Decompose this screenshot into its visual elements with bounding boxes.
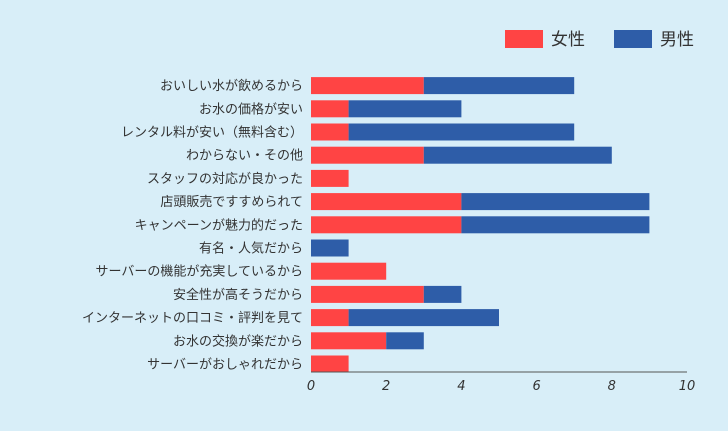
category-label: 有名・人気だから — [199, 241, 303, 257]
category-label: 店頭販売ですすめられて — [160, 194, 303, 210]
bar-male — [423, 77, 575, 95]
legend-swatch-male — [614, 30, 652, 48]
x-tick-label: 2 — [382, 379, 390, 394]
bar-female — [311, 309, 349, 327]
bar-female — [311, 77, 424, 95]
bar-female — [311, 332, 387, 350]
category-label: キャンペーンが魅力的だった — [135, 217, 303, 233]
legend-swatch-female — [505, 30, 543, 48]
category-label: お水の交換が楽だから — [173, 333, 303, 349]
bar-male — [348, 123, 575, 141]
bar-female — [311, 146, 424, 164]
bar-male — [461, 193, 650, 211]
legend-label-female: 女性 — [551, 30, 585, 50]
x-tick-label: 4 — [457, 379, 465, 394]
x-tick-label: 10 — [679, 379, 696, 394]
bar-female — [311, 216, 462, 234]
bar-female — [311, 123, 349, 141]
bar-male — [348, 100, 462, 118]
bar-male — [311, 239, 349, 257]
category-label: 安全性が高そうだから — [173, 287, 303, 303]
category-label: おいしい水が飲めるから — [160, 78, 303, 94]
bar-male — [461, 216, 650, 234]
bar-male — [386, 332, 424, 350]
bar-female — [311, 100, 349, 118]
bar-female — [311, 193, 462, 211]
category-label: レンタル料が安い（無料含む） — [121, 125, 303, 141]
bar-female — [311, 355, 349, 373]
category-label: わからない・その他 — [186, 149, 303, 164]
category-label: サーバーの機能が充実しているから — [96, 264, 303, 280]
bar-male — [423, 146, 612, 164]
bar-male — [348, 309, 499, 327]
bar-female — [311, 285, 424, 303]
legend: 女性 男性 — [505, 30, 694, 50]
x-tick-label: 8 — [608, 379, 616, 394]
category-label: インターネットの口コミ・評判を見て — [82, 311, 303, 326]
x-tick-label: 0 — [307, 379, 315, 394]
bars — [311, 77, 650, 373]
category-label: スタッフの対応が良かった — [147, 171, 303, 187]
bar-male — [423, 285, 462, 303]
category-label: お水の価格が安い — [199, 101, 303, 117]
category-label: サーバーがおしゃれだから — [147, 358, 303, 373]
bar-female — [311, 262, 387, 280]
bar-female — [311, 169, 349, 187]
legend-label-male: 男性 — [660, 30, 694, 50]
x-axis-ticks: 0 2 4 6 8 10 — [307, 379, 695, 394]
x-tick-label: 6 — [532, 379, 540, 394]
